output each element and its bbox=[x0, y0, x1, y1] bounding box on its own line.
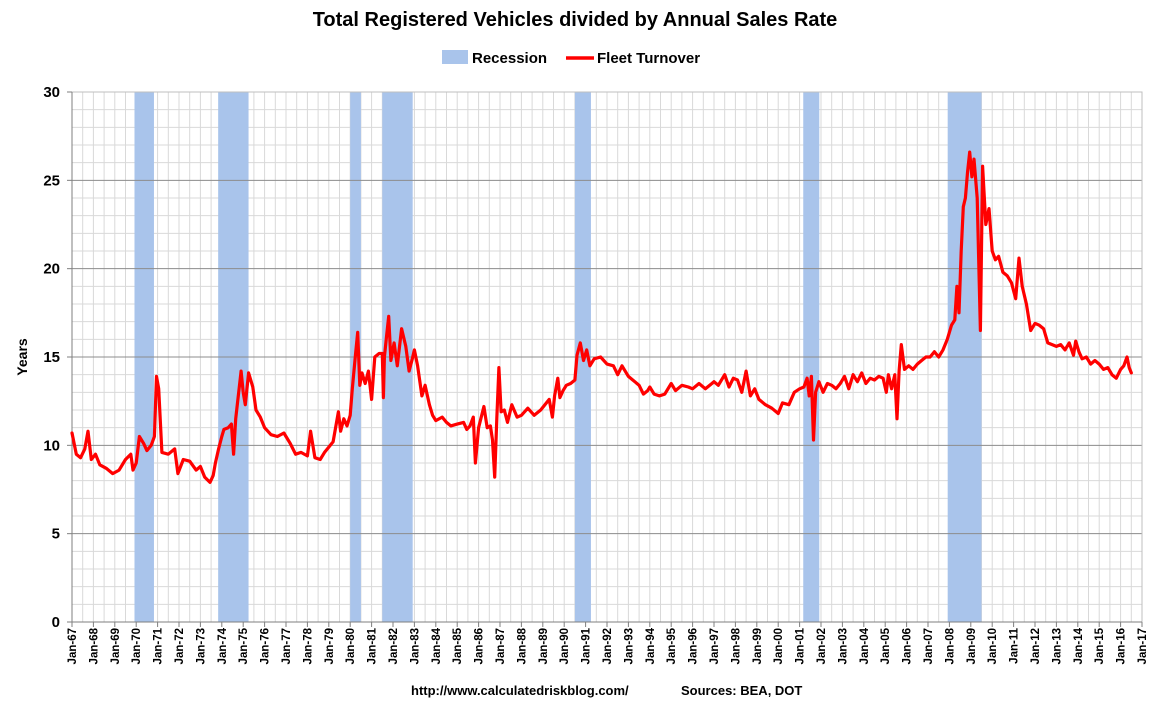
x-tick-label: Jan-86 bbox=[474, 628, 486, 664]
legend-label-recession: Recession bbox=[472, 50, 547, 67]
x-tick-label: Jan-68 bbox=[88, 627, 100, 664]
x-tick-label: Jan-11 bbox=[1009, 627, 1021, 663]
x-tick-label: Jan-72 bbox=[174, 628, 186, 664]
x-tick-label: Jan-87 bbox=[495, 628, 507, 664]
x-tick-label: Jan-92 bbox=[602, 628, 614, 664]
y-tick-label: 0 bbox=[52, 614, 60, 631]
x-tick-label: Jan-10 bbox=[987, 628, 999, 664]
x-tick-label: Jan-93 bbox=[623, 628, 635, 664]
x-tick-label: Jan-95 bbox=[666, 627, 678, 664]
x-tick-label: Jan-83 bbox=[409, 628, 421, 664]
x-tick-label: Jan-75 bbox=[238, 627, 250, 664]
x-tick-label: Jan-70 bbox=[131, 628, 143, 664]
legend-swatch-recession bbox=[442, 50, 468, 64]
x-tick-label: Jan-98 bbox=[730, 627, 742, 664]
x-tick-label: Jan-74 bbox=[217, 627, 229, 664]
x-tick-label: Jan-82 bbox=[388, 628, 400, 664]
x-tick-label: Jan-69 bbox=[110, 628, 122, 664]
x-tick-label: Jan-67 bbox=[67, 628, 79, 664]
x-tick-label: Jan-84 bbox=[431, 627, 443, 664]
y-tick-label: 25 bbox=[43, 172, 60, 189]
x-tick-label: Jan-79 bbox=[324, 628, 336, 664]
x-tick-label: Jan-08 bbox=[944, 627, 956, 664]
x-tick-label: Jan-04 bbox=[859, 627, 871, 664]
x-tick-label: Jan-12 bbox=[1030, 628, 1042, 664]
y-tick-label: 15 bbox=[43, 349, 60, 366]
x-tick-label: Jan-13 bbox=[1051, 628, 1063, 664]
x-tick-label: Jan-94 bbox=[645, 627, 657, 664]
source-url: http://www.calculatedriskblog.com/ bbox=[411, 683, 629, 698]
y-tick-label: 20 bbox=[43, 261, 60, 278]
x-tick-label: Jan-09 bbox=[966, 628, 978, 664]
x-tick-label: Jan-15 bbox=[1094, 627, 1106, 664]
x-tick-label: Jan-81 bbox=[367, 627, 379, 664]
x-tick-label: Jan-05 bbox=[880, 627, 892, 664]
series-line-fleet-turnover bbox=[70, 150, 1133, 484]
sources-note: Sources: BEA, DOT bbox=[681, 683, 802, 698]
x-tick-label: Jan-73 bbox=[195, 628, 207, 664]
x-tick-label: Jan-02 bbox=[816, 628, 828, 664]
x-tick-label: Jan-03 bbox=[837, 628, 849, 664]
y-axis-label: Years bbox=[14, 338, 30, 376]
x-tick-label: Jan-78 bbox=[302, 627, 314, 664]
chart-title: Total Registered Vehicles divided by Ann… bbox=[313, 9, 838, 31]
x-tick-label: Jan-80 bbox=[345, 628, 357, 664]
x-tick-label: Jan-06 bbox=[902, 628, 914, 664]
y-tick-label: 10 bbox=[43, 437, 60, 454]
x-tick-label: Jan-00 bbox=[773, 628, 785, 664]
x-tick-label: Jan-91 bbox=[581, 627, 593, 664]
x-tick-label: Jan-01 bbox=[795, 627, 807, 664]
x-tick-label: Jan-88 bbox=[516, 627, 528, 664]
x-tick-label: Jan-96 bbox=[688, 628, 700, 664]
x-tick-label: Jan-07 bbox=[923, 628, 935, 664]
x-tick-label: Jan-16 bbox=[1116, 628, 1128, 664]
plot-area: 0 5 10 15 20 25 30 Jan-67 Jan-68 Jan-69 Jan-70 Jan-… bbox=[43, 84, 1149, 664]
x-tick-label: Jan-14 bbox=[1073, 627, 1085, 664]
x-tick-label: Jan-71 bbox=[153, 627, 165, 664]
x-tick-label: Jan-89 bbox=[538, 628, 550, 664]
legend-label-fleet-turnover: Fleet Turnover bbox=[597, 50, 700, 67]
x-tick-label: Jan-76 bbox=[260, 628, 272, 664]
y-tick-label: 30 bbox=[43, 84, 60, 101]
x-tick-label: Jan-90 bbox=[559, 628, 571, 664]
x-tick-label: Jan-99 bbox=[752, 628, 764, 664]
legend: Recession Fleet Turnover bbox=[442, 50, 700, 67]
x-tick-label: Jan-77 bbox=[281, 628, 293, 664]
x-tick-label: Jan-85 bbox=[452, 627, 464, 664]
y-tick-label: 5 bbox=[52, 526, 60, 543]
x-tick-label: Jan-17 bbox=[1137, 628, 1149, 664]
x-tick-label: Jan-97 bbox=[709, 628, 721, 664]
